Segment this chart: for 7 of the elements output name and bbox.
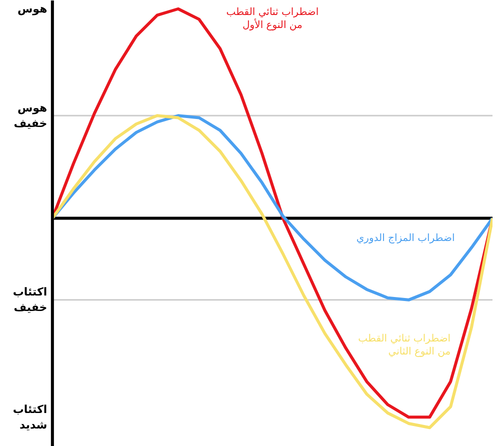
series-label: اضطراب ثنائي القطب من النوع الأول (226, 6, 319, 31)
series-label: اضطراب المزاج الدوري (356, 232, 455, 244)
text: اكتئاب شديد (12, 402, 48, 432)
text: هوس (17, 2, 48, 16)
series-label: اضطراب ثنائي القطب من النوع الثاني (358, 333, 451, 358)
ref-line-label: اكتئاب خفيف (12, 286, 48, 314)
ref-line-label: هوس خفيف (14, 101, 48, 130)
